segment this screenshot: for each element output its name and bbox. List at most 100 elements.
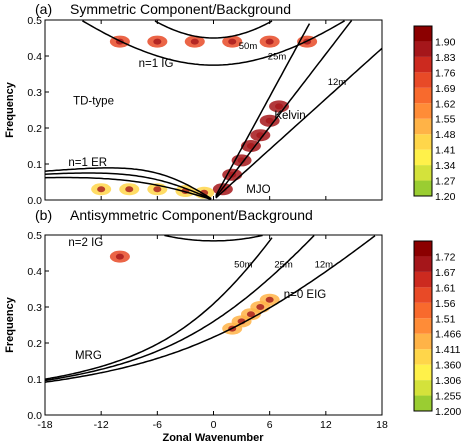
colorbar-tick-label: 1.55 <box>435 114 456 126</box>
annotation-label: MRG <box>75 350 102 362</box>
colorbar-tick-label: 1.56 <box>435 298 456 310</box>
panel-b-ylabel: Frequency <box>4 296 16 353</box>
heat-core <box>256 304 265 310</box>
colorbar-frame <box>413 240 433 412</box>
ig-curve-12 <box>82 20 345 66</box>
heat-core <box>125 186 134 193</box>
colorbar-swatch <box>414 134 432 150</box>
x-tick-label: 18 <box>376 419 388 431</box>
colorbar-swatch <box>414 180 432 196</box>
y-tick-label: 0.2 <box>27 338 42 350</box>
panel-b-annotations: n=2 IG 50m 25m 12m n=0 EIG MRG <box>68 237 333 362</box>
colorbar-tick-label: 1.466 <box>435 329 461 341</box>
x-axis-label: Zonal Wavenumber <box>162 432 264 444</box>
panel-b-y-ticks: 0.0 0.1 0.2 0.3 0.4 0.5 <box>27 230 49 422</box>
er-curve-50 <box>44 167 212 200</box>
colorbar-tick-label: 1.360 <box>435 360 461 372</box>
colorbar-tick-label: 1.306 <box>435 375 461 387</box>
panel-a-title: Symmetric Component/Background <box>70 1 291 17</box>
panel-b-frame <box>44 234 383 416</box>
colorbar-tick-label: 1.72 <box>435 251 456 263</box>
annotation-label: n=2 IG <box>68 237 103 249</box>
panel-a-y-ticks: 0.0 0.1 0.2 0.3 0.4 0.5 <box>27 15 49 207</box>
heat-core <box>190 38 199 45</box>
colorbar-swatch <box>414 72 432 88</box>
panel-a-ylabel: Frequency <box>4 81 16 138</box>
panel-b-dispersion-curves <box>44 234 376 383</box>
colorbar-swatch <box>414 318 432 334</box>
annotation-label: MJO <box>246 184 270 196</box>
y-tick-label: 0.1 <box>27 159 42 171</box>
colorbar-tick-label: 1.48 <box>435 129 456 141</box>
colorbar-tick-label: 1.20 <box>435 191 456 203</box>
heat-core <box>265 117 274 124</box>
er-curve-25 <box>44 172 212 200</box>
annotation-label: 12m <box>315 259 334 270</box>
heat-core <box>265 296 274 303</box>
colorbar-swatch <box>414 241 432 257</box>
y-tick-label: 0.5 <box>27 15 42 27</box>
colorbar-swatch <box>414 364 432 381</box>
kelvin-curve-50 <box>215 23 311 197</box>
annotation-label: n=0 EIG <box>284 289 327 301</box>
y-tick-label: 0.0 <box>27 410 42 422</box>
x-tick-label: -18 <box>37 419 52 431</box>
panel-a-dispersion-curves <box>44 20 383 201</box>
x-tick-label: 6 <box>267 419 273 431</box>
y-tick-label: 0.5 <box>27 230 42 242</box>
y-tick-label: 0.4 <box>27 51 42 63</box>
x-tick-label: -12 <box>94 419 109 431</box>
colorbar-tick-label: 1.61 <box>435 282 456 294</box>
colorbar-frame <box>413 25 433 197</box>
colorbar-tick-label: 1.69 <box>435 83 456 95</box>
colorbar-tick-label: 1.83 <box>435 52 456 64</box>
heat-core <box>153 186 162 193</box>
heat-core <box>228 38 237 45</box>
y-tick-label: 0.2 <box>27 123 42 135</box>
colorbar-swatch <box>414 333 432 350</box>
panel-b-title: Antisymmetric Component/Background <box>70 207 313 223</box>
heat-core <box>246 311 255 318</box>
colorbar-tick-label: 1.67 <box>435 267 456 279</box>
colorbar-tick-label: 1.255 <box>435 391 461 403</box>
annotation-label: 12m <box>328 77 347 88</box>
annotation-label: TD-type <box>73 96 114 108</box>
colorbar-tick-label: 1.27 <box>435 176 456 188</box>
colorbar-swatch <box>414 103 432 119</box>
colorbar-swatch <box>414 287 432 303</box>
eig-mrg-curve-25 <box>44 234 315 382</box>
panel-a: (a) Symmetric Component/Background Frequ… <box>4 1 456 207</box>
eig-mrg-curve-50 <box>44 237 273 380</box>
colorbar-tick-label: 1.41 <box>435 145 456 157</box>
annotation-label: Kelvin <box>274 110 305 122</box>
annotation-label: n=1 ER <box>68 157 107 169</box>
colorbar-swatch <box>414 395 432 411</box>
heat-core <box>275 103 284 110</box>
panel-b-heatmap <box>109 250 280 335</box>
panel-b-label: (b) <box>35 207 52 223</box>
colorbar-swatch <box>414 271 432 288</box>
colorbar-swatch <box>414 149 432 166</box>
colorbar-swatch <box>414 118 432 135</box>
annotation-label: 25m <box>268 52 287 63</box>
colorbar-tick-label: 1.62 <box>435 98 456 110</box>
colorbar-swatch <box>414 26 432 42</box>
x-tick-label: 12 <box>320 419 332 431</box>
panel-b-colorbar: 1.200 1.255 1.306 1.360 1.411 1.466 1.51 1.56 1.… <box>413 240 461 418</box>
ig-curve-25 <box>154 20 273 39</box>
heat-core <box>200 189 209 196</box>
colorbar-swatch <box>414 302 432 319</box>
annotation-label: n=1 IG <box>139 58 174 70</box>
y-tick-label: 0.3 <box>27 302 42 314</box>
eig-mrg-curve-12 <box>44 235 376 383</box>
colorbar-swatch <box>414 41 432 57</box>
heat-core <box>97 186 106 193</box>
colorbar-tick-label: 1.51 <box>435 313 456 325</box>
colorbar-swatch <box>414 380 432 396</box>
x-tick-label: 0 <box>211 419 217 431</box>
y-tick-label: 0.3 <box>27 87 42 99</box>
panel-b: (b) Antisymmetric Component/Background F… <box>4 207 461 444</box>
colorbar-tick-label: 1.34 <box>435 160 456 172</box>
heat-core <box>265 38 274 45</box>
y-tick-label: 0.4 <box>27 266 42 278</box>
